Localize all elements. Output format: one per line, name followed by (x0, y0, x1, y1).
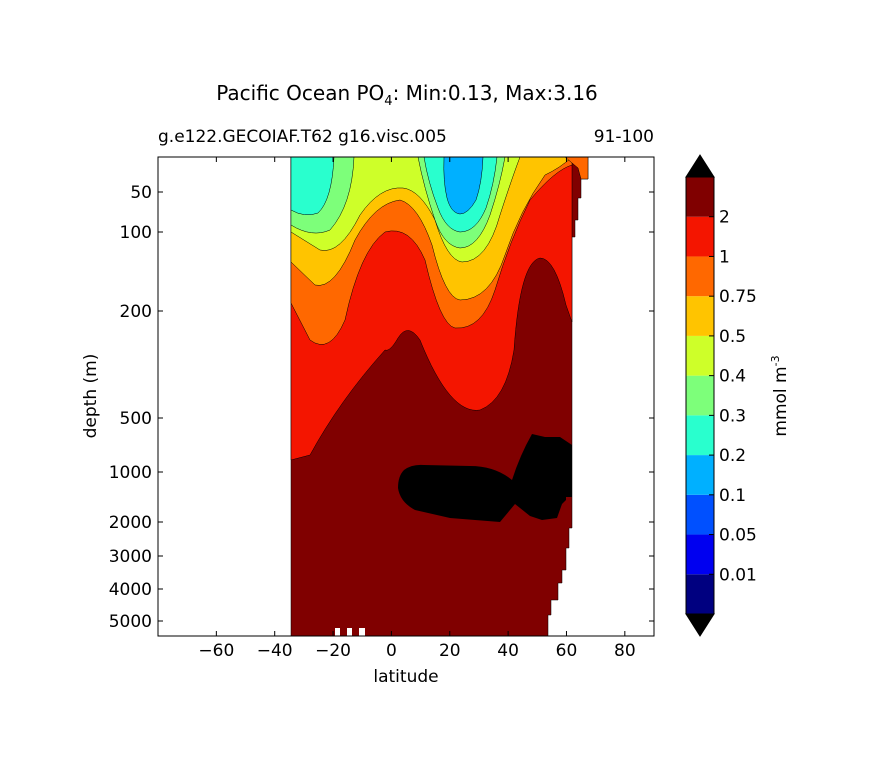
colorbar-segment (686, 534, 714, 575)
colorbar-tick-label: 0.75 (719, 287, 757, 307)
chart-title: Pacific Ocean PO4: Min:0.13, Max:3.16 (216, 81, 598, 109)
contour-band-02-03 (290, 157, 335, 216)
x-tick-label: 40 (497, 641, 519, 661)
y-tick-label: 100 (120, 223, 152, 243)
colorbar-label-superscript: -3 (769, 355, 782, 366)
y-tick-label: 3000 (109, 547, 152, 567)
y-tick-label: 2000 (109, 513, 152, 533)
subtitle-left: g.e122.GECOIAF.T62 g16.visc.005 (158, 127, 447, 147)
plot-area (158, 157, 654, 636)
y-tick-label: 4000 (109, 580, 152, 600)
colorbar-tick-label: 2 (719, 208, 730, 228)
y-axis: 50 100 200 500 1000 2000 3000 4000 5000 (109, 183, 654, 632)
colorbar-segment (686, 415, 714, 456)
x-tick-label: −20 (315, 641, 351, 661)
colorbar-tick-label: 0.1 (719, 486, 746, 506)
colorbar-label: mmol m-3 (769, 355, 791, 436)
colorbar-tick-label: 1 (719, 247, 730, 267)
title-subscript: 4 (384, 94, 392, 109)
y-tick-label: 1000 (109, 463, 152, 483)
title-suffix: : Min:0.13, Max:3.16 (393, 81, 598, 105)
colorbar: 0.01 0.05 0.1 0.2 0.3 0.4 0.5 0.75 1 2 (685, 154, 757, 637)
colorbar-segment (686, 216, 714, 257)
x-tick-label: 20 (439, 641, 461, 661)
colorbar-frame (685, 176, 715, 615)
missing-data-patch (347, 628, 352, 636)
colorbar-extend-bottom (685, 613, 715, 637)
colorbar-tick-label: 0.05 (719, 526, 757, 546)
colorbar-segment (686, 375, 714, 416)
colorbar-segment (686, 256, 714, 297)
colorbar-segment (686, 455, 714, 495)
x-tick-label: 60 (556, 641, 578, 661)
x-tick-label: −60 (198, 641, 234, 661)
y-tick-label: 500 (120, 409, 152, 429)
colorbar-tick-label: 0.4 (719, 367, 746, 387)
plot-frame (157, 156, 655, 637)
contour-band-max (398, 434, 572, 522)
colorbar-segment (686, 296, 714, 336)
colorbar-extend-top (685, 154, 715, 178)
y-tick-label: 5000 (109, 612, 152, 632)
x-tick-label: −40 (257, 641, 293, 661)
contour-band-01-02 (443, 157, 484, 215)
y-axis-label: depth (m) (81, 354, 101, 439)
y-tick-label: 200 (120, 302, 152, 322)
x-tick-label: 80 (614, 641, 636, 661)
contour-band-north-surface (564, 157, 589, 180)
x-axis-label: latitude (373, 667, 438, 687)
x-tick-label: 0 (386, 641, 397, 661)
colorbar-segment (686, 177, 714, 217)
colorbar-tick-label: 0.5 (719, 327, 746, 347)
colorbar-tick-label: 0.01 (719, 565, 757, 585)
x-axis: −60 −40 −20 0 20 40 60 80 (198, 157, 636, 661)
colorbar-segment (686, 574, 714, 614)
subtitle-right: 91-100 (594, 127, 654, 147)
colorbar-tick-label: 0.3 (719, 406, 746, 426)
colorbar-segment (686, 494, 714, 535)
missing-data-patch (359, 628, 365, 636)
colorbar-segment (686, 335, 714, 376)
missing-data-patch (335, 628, 340, 636)
y-tick-label: 50 (130, 183, 152, 203)
colorbar-tick-label: 0.2 (719, 446, 746, 466)
